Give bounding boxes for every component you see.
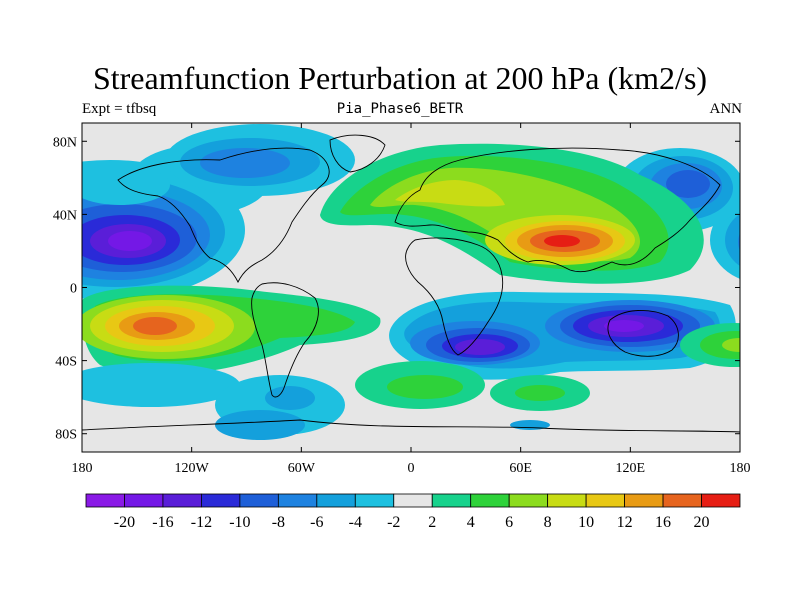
indian-ocean-low xyxy=(389,291,736,380)
latitude-axis: 80N 40N 0 40S 80S xyxy=(53,135,740,443)
north-america xyxy=(117,147,330,284)
colorbar-swatch xyxy=(316,493,356,508)
lat-tick-label: 80S xyxy=(55,428,77,443)
season-label: ANN xyxy=(709,101,743,117)
greenland xyxy=(329,134,386,173)
colorbar-label: 4 xyxy=(467,514,475,531)
antarctica xyxy=(82,419,740,433)
lon-tick-label: 180 xyxy=(730,461,751,476)
lon-tick-label: 60W xyxy=(288,461,316,476)
colorbar-swatch xyxy=(624,493,664,508)
colorbar-swatch xyxy=(585,493,625,508)
colorbar-swatch xyxy=(470,493,510,508)
colorbar-label: -10 xyxy=(229,514,250,531)
colorbar-label: -12 xyxy=(191,514,212,531)
colorbar-swatch xyxy=(431,493,472,508)
colorbar-label: -20 xyxy=(114,514,135,531)
lon-tick-label: 0 xyxy=(408,461,415,476)
colorbar-swatch xyxy=(85,493,125,508)
colorbar-swatch xyxy=(277,493,318,508)
colorbar-swatch xyxy=(124,493,164,508)
case-label: Pia_Phase6_BETR xyxy=(336,101,464,117)
colorbar: -20 -16 -12 -10 -8 -6 -4 -2 2 4 6 8 10 12 16 20 xyxy=(85,493,741,531)
colorbar-label: 12 xyxy=(617,514,633,531)
lat-tick-label: 0 xyxy=(70,282,77,297)
colorbar-label: 10 xyxy=(578,514,594,531)
lon-tick-label: 120E xyxy=(616,461,646,476)
colorbar-label: 2 xyxy=(428,514,436,531)
colorbar-label: 8 xyxy=(544,514,552,531)
lat-tick-label: 80N xyxy=(53,135,77,150)
longitude-axis: 180 120W 60W 0 60E 120E 180 xyxy=(72,123,751,476)
coastlines xyxy=(82,134,740,433)
colorbar-label: -4 xyxy=(349,514,362,531)
colorbar-swatch xyxy=(701,493,741,508)
colorbar-swatch xyxy=(162,493,202,508)
south-america xyxy=(251,282,319,398)
lon-tick-label: 120W xyxy=(175,461,210,476)
north-atlantic-low xyxy=(82,124,355,205)
lon-tick-label: 60E xyxy=(509,461,532,476)
europe-asia xyxy=(394,147,721,273)
colorbar-label: 6 xyxy=(505,514,513,531)
colorbar-swatch xyxy=(354,493,395,508)
colorbar-label: -8 xyxy=(272,514,285,531)
lat-tick-label: 40N xyxy=(53,208,77,223)
east-australia-high xyxy=(680,323,740,367)
colorbar-swatch xyxy=(239,493,279,508)
colorbar-swatch xyxy=(201,493,241,508)
africa xyxy=(405,237,504,356)
plot-title: Streamfunction Perturbation at 200 hPa (… xyxy=(92,60,708,96)
colorbar-label: 16 xyxy=(655,514,671,531)
colorbar-label: -16 xyxy=(152,514,173,531)
colorbar-label: -2 xyxy=(387,514,400,531)
australia xyxy=(607,310,679,357)
colorbar-label: -6 xyxy=(310,514,323,531)
colorbar-swatch xyxy=(393,493,433,508)
colorbar-swatch xyxy=(662,493,702,508)
colorbar-label: 20 xyxy=(694,514,710,531)
southern-highs xyxy=(355,361,590,430)
south-pacific-high xyxy=(82,285,381,375)
lon-tick-label: 180 xyxy=(72,461,93,476)
colorbar-swatch xyxy=(508,493,549,508)
lat-tick-label: 40S xyxy=(55,355,77,370)
colorbar-swatch xyxy=(547,493,587,508)
experiment-label: Expt = tfbsq xyxy=(82,101,157,117)
southern-ocean-lows xyxy=(82,363,345,440)
contour-field xyxy=(82,124,740,440)
